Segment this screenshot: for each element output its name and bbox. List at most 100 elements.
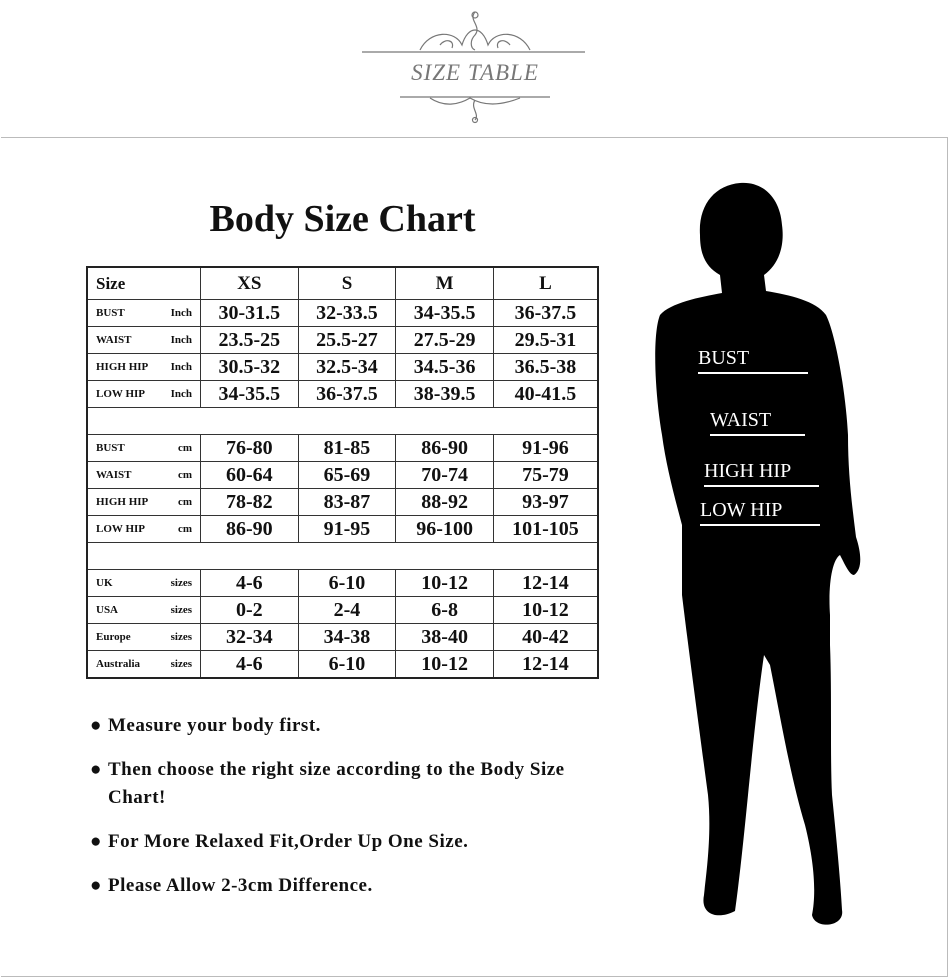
table-cell: 86-90	[395, 434, 494, 462]
spacer-row	[86, 542, 599, 570]
table-cell: 32-33.5	[297, 299, 397, 327]
spacer-row	[86, 407, 599, 435]
bullet-icon: ●	[90, 759, 102, 780]
note-text: Then choose the right size according to …	[108, 759, 565, 808]
row-unit: Inch	[170, 361, 192, 373]
row-label-text: UK	[96, 577, 113, 589]
table-cell: 6-10	[297, 650, 397, 679]
silhouette-icon	[655, 182, 861, 925]
column-header: Size	[86, 266, 201, 300]
table-cell: 0-2	[200, 596, 299, 624]
row-label: LOW HIP cm	[86, 515, 201, 543]
row-label: Australia sizes	[86, 650, 201, 679]
row-label: HIGH HIP cm	[86, 488, 201, 516]
chart-title: Body Size Chart	[209, 198, 476, 240]
row-unit: cm	[177, 496, 192, 508]
note-item: ● Then choose the right size according to…	[90, 756, 600, 812]
row-label-text: BUST	[96, 442, 125, 454]
note-item: ● Measure your body first.	[90, 712, 600, 740]
table-row: LOW HIP cm 86-90 91-95 96-100 101-105	[86, 515, 599, 543]
table-row: WAIST cm 60-64 65-69 70-74 75-79	[86, 461, 599, 489]
table-cell: 25.5-27	[297, 326, 397, 354]
spacer-cell	[86, 542, 599, 570]
column-header: S	[297, 266, 397, 300]
spacer-cell	[86, 407, 599, 435]
table-row: USA sizes 0-2 2-4 6-8 10-12	[86, 596, 599, 624]
row-unit: Inch	[170, 307, 192, 319]
note-item: ● For More Relaxed Fit,Order Up One Size.	[90, 828, 600, 856]
size-table: Size XS S M L BUST Inch 30-31.5 32-33.5 34-35.5 36…	[86, 266, 599, 679]
table-cell: 4-6	[200, 650, 299, 679]
row-label-text: HIGH HIP	[96, 361, 149, 373]
table-cell: 30-31.5	[200, 299, 299, 327]
table-cell: 10-12	[492, 596, 599, 624]
row-unit: cm	[177, 469, 192, 481]
table-cell: 40-42	[492, 623, 599, 651]
table-cell: 101-105	[492, 515, 599, 543]
table-cell: 4-6	[200, 569, 299, 597]
table-cell: 34-38	[297, 623, 397, 651]
table-row: LOW HIP Inch 34-35.5 36-37.5 38-39.5 40-41.5	[86, 380, 599, 408]
row-label: LOW HIP Inch	[86, 380, 201, 408]
table-row: Europe sizes 32-34 34-38 38-40 40-42	[86, 623, 599, 651]
table-cell: 6-8	[395, 596, 494, 624]
row-label: WAIST cm	[86, 461, 201, 489]
row-label-text: BUST	[96, 307, 125, 319]
table-cell: 40-41.5	[492, 380, 599, 408]
bullet-icon: ●	[90, 715, 102, 736]
row-label-text: Australia	[96, 658, 140, 670]
table-cell: 96-100	[395, 515, 494, 543]
table-cell: 36.5-38	[492, 353, 599, 381]
table-cell: 32.5-34	[297, 353, 397, 381]
table-cell: 86-90	[200, 515, 299, 543]
row-label-text: WAIST	[96, 469, 132, 481]
table-cell: 36-37.5	[492, 299, 599, 327]
label-waist: WAIST	[710, 409, 805, 436]
body-silhouette: BUST WAIST HIGH HIP LOW HIP	[640, 175, 880, 940]
table-cell: 10-12	[395, 569, 494, 597]
table-row: HIGH HIP cm 78-82 83-87 88-92 93-97	[86, 488, 599, 516]
table-cell: 81-85	[297, 434, 397, 462]
table-cell: 36-37.5	[297, 380, 397, 408]
table-cell: 30.5-32	[200, 353, 299, 381]
table-cell: 23.5-25	[200, 326, 299, 354]
table-cell: 34.5-36	[395, 353, 494, 381]
row-label-text: WAIST	[96, 334, 132, 346]
table-cell: 91-95	[297, 515, 397, 543]
row-unit: cm	[177, 523, 192, 535]
table-cell: 70-74	[395, 461, 494, 489]
row-label-text: USA	[96, 604, 119, 616]
bullet-icon: ●	[90, 831, 102, 852]
table-cell: 75-79	[492, 461, 599, 489]
row-label-text: LOW HIP	[96, 388, 146, 400]
row-unit: sizes	[170, 658, 192, 670]
table-cell: 65-69	[297, 461, 397, 489]
table-cell: 93-97	[492, 488, 599, 516]
table-cell: 76-80	[200, 434, 299, 462]
row-unit: sizes	[170, 631, 192, 643]
table-cell: 6-10	[297, 569, 397, 597]
note-text: Please Allow 2-3cm Difference.	[108, 875, 373, 896]
table-cell: 38-40	[395, 623, 494, 651]
row-label: Europe sizes	[86, 623, 201, 651]
table-cell: 78-82	[200, 488, 299, 516]
row-unit: Inch	[170, 388, 192, 400]
table-cell: 34-35.5	[200, 380, 299, 408]
table-cell: 12-14	[492, 569, 599, 597]
table-cell: 38-39.5	[395, 380, 494, 408]
table-header-row: Size XS S M L	[86, 266, 599, 300]
row-label: UK sizes	[86, 569, 201, 597]
row-label: USA sizes	[86, 596, 201, 624]
header-title: SIZE TABLE	[411, 60, 539, 85]
column-header: L	[492, 266, 599, 300]
table-cell: 88-92	[395, 488, 494, 516]
row-label: BUST Inch	[86, 299, 201, 327]
table-cell: 91-96	[492, 434, 599, 462]
row-unit: Inch	[170, 334, 192, 346]
table-cell: 2-4	[297, 596, 397, 624]
table-cell: 34-35.5	[395, 299, 494, 327]
row-unit: sizes	[170, 604, 192, 616]
table-cell: 12-14	[492, 650, 599, 679]
row-label: BUST cm	[86, 434, 201, 462]
row-label-text: Europe	[96, 631, 131, 643]
